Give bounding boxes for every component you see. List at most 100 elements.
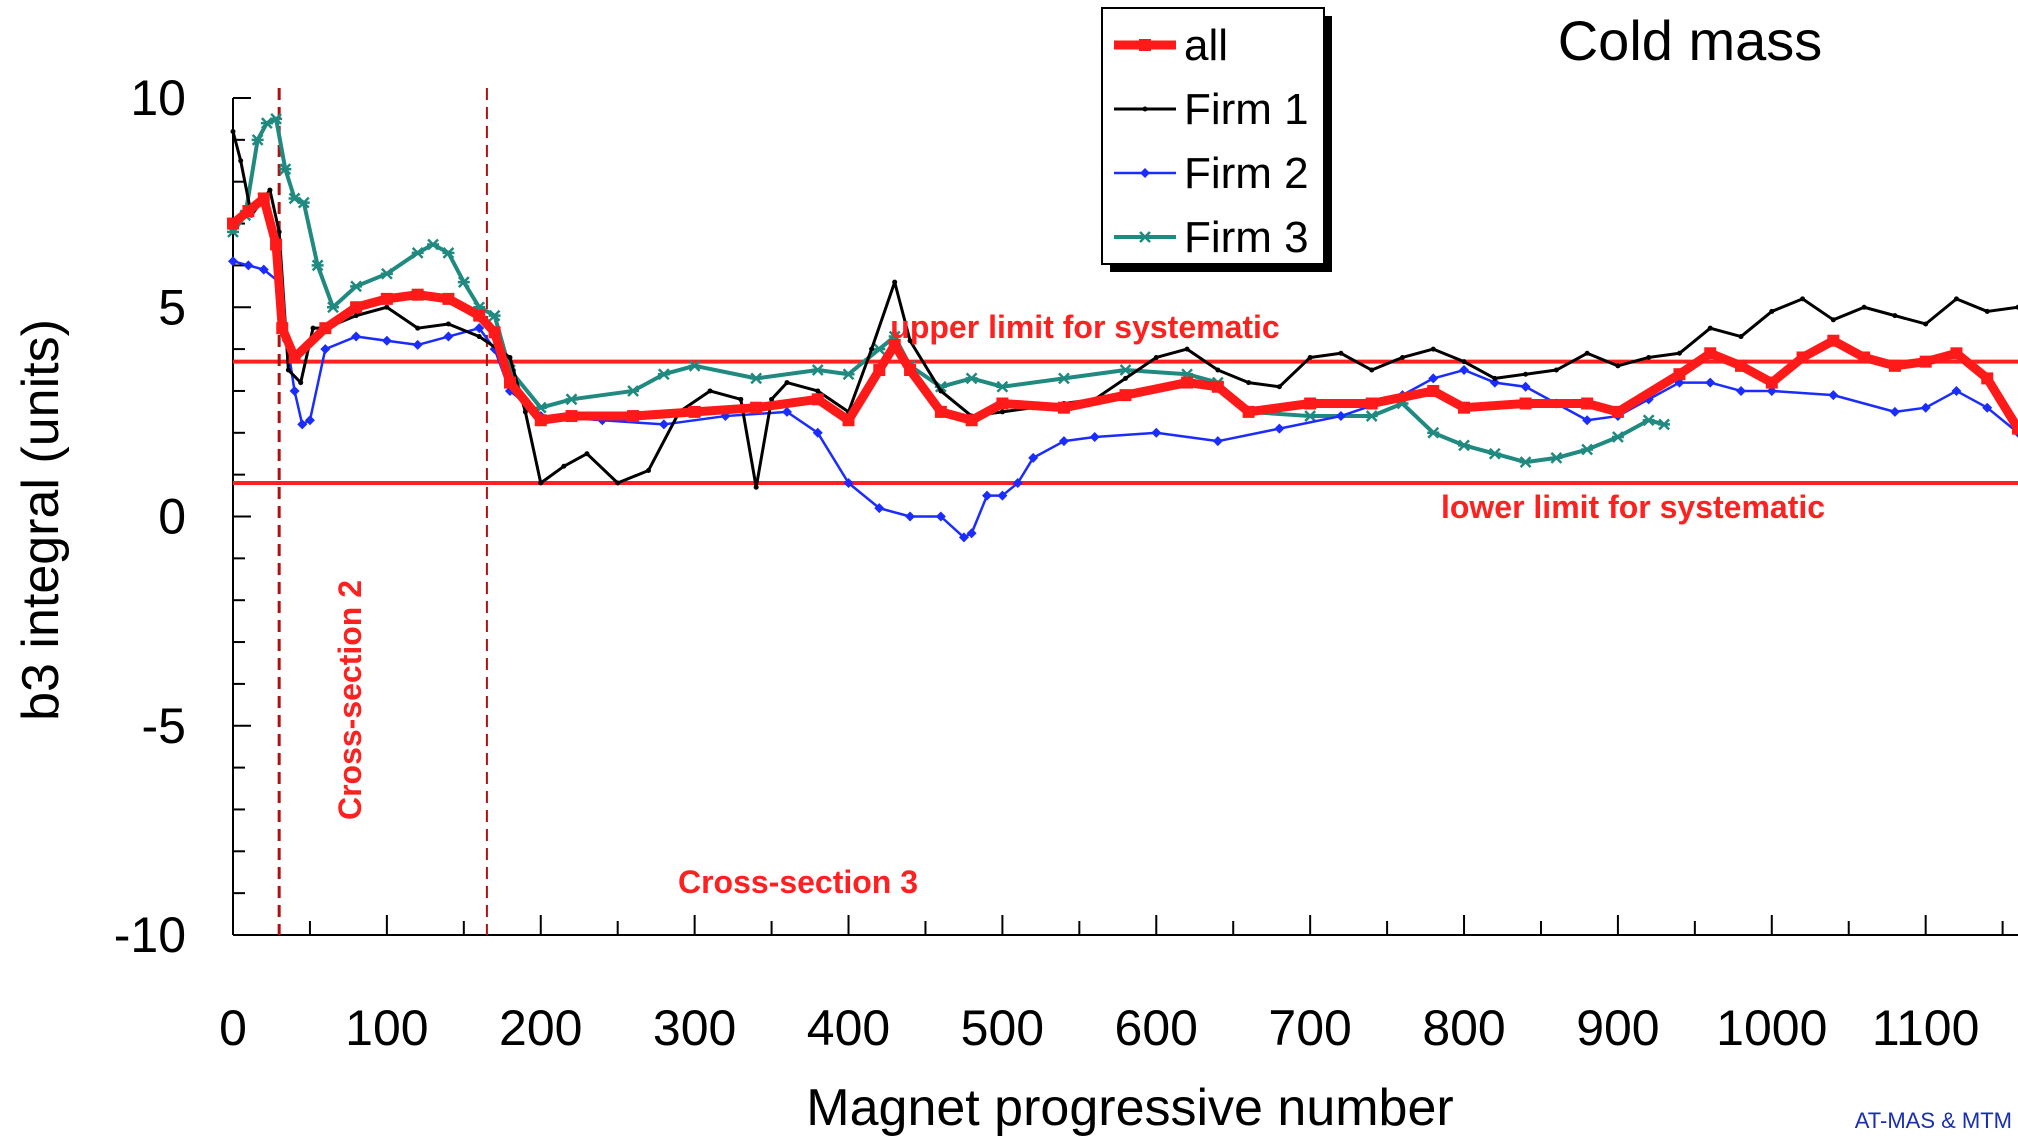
legend-label: Firm 3 xyxy=(1184,213,1309,262)
y-tick-label: -10 xyxy=(114,907,186,963)
data-point xyxy=(999,409,1005,415)
data-point xyxy=(996,380,1009,393)
data-point xyxy=(627,385,640,397)
data-point xyxy=(2012,422,2018,435)
data-point xyxy=(1611,405,1624,418)
x-tick-label: 300 xyxy=(653,1000,736,1056)
data-point xyxy=(2015,304,2018,310)
data-point xyxy=(965,372,978,385)
data-point xyxy=(276,229,282,235)
data-point xyxy=(842,368,855,381)
data-point xyxy=(781,406,792,417)
data-point xyxy=(415,325,421,331)
data-point xyxy=(658,419,669,430)
data-point xyxy=(1153,354,1159,360)
data-point xyxy=(1982,402,1993,413)
data-point xyxy=(522,409,528,415)
data-point xyxy=(627,410,640,423)
data-point xyxy=(812,427,823,438)
data-point xyxy=(1399,354,1405,360)
data-point xyxy=(320,344,331,355)
data-point xyxy=(442,292,455,305)
data-point xyxy=(1181,376,1194,389)
x-tick-label: 700 xyxy=(1268,1000,1351,1056)
data-point xyxy=(1738,334,1744,340)
data-point xyxy=(1861,304,1867,310)
data-point xyxy=(1796,351,1809,364)
data-point xyxy=(1581,397,1594,410)
data-point xyxy=(1369,367,1375,373)
data-point xyxy=(1920,402,1931,413)
series-firm-2 xyxy=(228,256,2018,543)
data-point xyxy=(411,288,424,301)
data-point xyxy=(257,192,270,205)
data-point xyxy=(473,309,486,322)
data-point xyxy=(1461,359,1467,365)
data-point xyxy=(270,113,283,125)
data-point xyxy=(1307,354,1313,360)
data-point xyxy=(1057,372,1070,385)
data-point xyxy=(1304,410,1317,422)
data-point xyxy=(1704,347,1717,360)
data-point xyxy=(1304,397,1317,410)
data-point xyxy=(1427,384,1440,397)
legend-item-all: all xyxy=(1114,21,1228,70)
data-point xyxy=(1012,478,1023,489)
data-point xyxy=(888,338,901,351)
data-point xyxy=(1430,346,1436,352)
chart-title: Cold mass xyxy=(1558,9,1823,72)
data-point xyxy=(238,158,244,164)
data-point xyxy=(874,503,885,514)
data-point xyxy=(228,256,238,267)
data-point xyxy=(1951,385,1962,396)
credit-text: AT-MAS & MTM xyxy=(1855,1108,2012,1133)
data-point xyxy=(267,187,273,193)
data-point xyxy=(443,331,454,342)
data-point xyxy=(1827,334,1840,347)
data-point xyxy=(1919,355,1932,368)
data-point xyxy=(750,372,763,385)
data-point xyxy=(615,480,621,486)
data-point xyxy=(380,267,393,280)
x-tick-label: 400 xyxy=(807,1000,890,1056)
data-point xyxy=(230,128,236,134)
data-point xyxy=(1139,39,1151,51)
data-point xyxy=(1123,375,1128,381)
data-point xyxy=(997,490,1008,501)
data-point xyxy=(427,238,440,251)
data-point xyxy=(319,322,332,335)
data-point xyxy=(707,388,713,394)
data-point xyxy=(1365,397,1378,410)
data-point xyxy=(905,511,916,522)
data-point xyxy=(1212,436,1223,447)
data-point xyxy=(1642,414,1655,427)
data-point xyxy=(811,393,824,406)
data-point xyxy=(1215,367,1221,373)
data-point xyxy=(279,163,292,176)
data-point xyxy=(297,419,308,430)
data-point xyxy=(474,323,485,334)
data-point xyxy=(815,388,821,394)
data-point xyxy=(457,276,470,289)
y-tick-label: 5 xyxy=(158,279,186,335)
data-point xyxy=(934,405,947,418)
data-point xyxy=(1984,308,1990,314)
legend-label: all xyxy=(1184,21,1228,70)
cross-section-2-label: Cross-section 2 xyxy=(332,580,368,820)
data-point xyxy=(1892,313,1898,319)
data-point xyxy=(381,335,392,346)
data-point xyxy=(1119,364,1132,376)
data-point xyxy=(350,301,363,314)
data-point xyxy=(289,385,300,396)
data-point xyxy=(351,331,362,342)
data-point xyxy=(965,414,978,427)
legend-item-firm-3: Firm 3 xyxy=(1114,213,1309,262)
data-point xyxy=(1735,359,1748,372)
data-point xyxy=(1830,317,1836,323)
data-point xyxy=(657,368,670,381)
cross-section-3-label: Cross-section 3 xyxy=(678,864,918,900)
data-point xyxy=(1459,365,1470,376)
data-point xyxy=(1365,410,1378,422)
data-point xyxy=(297,196,310,209)
data-point xyxy=(1458,401,1471,414)
